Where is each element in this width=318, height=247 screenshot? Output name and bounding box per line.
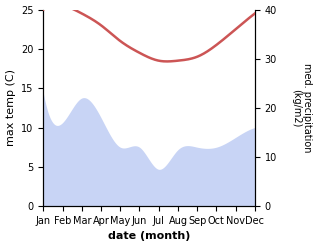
Y-axis label: med. precipitation
(kg/m2): med. precipitation (kg/m2) [291, 63, 313, 153]
Y-axis label: max temp (C): max temp (C) [5, 69, 16, 146]
X-axis label: date (month): date (month) [108, 231, 190, 242]
